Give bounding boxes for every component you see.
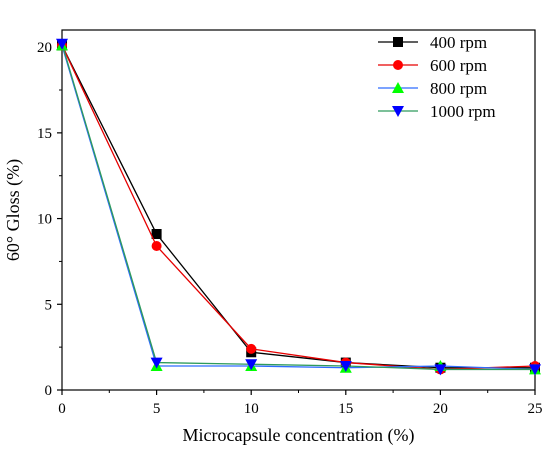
data-point xyxy=(529,364,541,376)
series-group xyxy=(56,38,541,376)
y-tick-label: 15 xyxy=(37,126,52,142)
axis-ticks: 0 5 10 15 20 25 0 5 10 15 20 xyxy=(37,40,543,417)
data-point xyxy=(245,359,258,371)
data-point xyxy=(56,38,68,50)
data-point xyxy=(151,229,162,239)
data-point xyxy=(151,241,162,251)
y-tick-label: 20 xyxy=(37,40,52,56)
y-axis-title: 60° Gloss (%) xyxy=(3,159,24,261)
series-line xyxy=(61,45,535,369)
x-axis-title: Microcapsule concentration (%) xyxy=(183,425,415,446)
legend-item: 1000 rpm xyxy=(378,102,496,121)
series-line xyxy=(61,43,535,371)
x-tick-label: 25 xyxy=(528,401,543,417)
data-point xyxy=(246,343,257,354)
legend-label: 800 rpm xyxy=(430,79,487,98)
x-tick-label: 0 xyxy=(58,401,66,417)
legend-marker xyxy=(392,82,404,93)
x-tick-label: 20 xyxy=(433,401,448,417)
data-point xyxy=(339,361,352,372)
data-point xyxy=(150,357,163,369)
legend-item: 800 rpm xyxy=(378,79,487,98)
legend-label: 400 rpm xyxy=(430,33,487,52)
legend-label: 1000 rpm xyxy=(430,102,496,121)
y-tick-label: 0 xyxy=(45,383,53,399)
legend: 400 rpm 600 rpm 800 rpm 1000 rpm xyxy=(378,33,496,121)
legend-label: 600 rpm xyxy=(430,56,487,75)
legend-item: 600 rpm xyxy=(378,56,487,75)
legend-marker xyxy=(392,106,404,117)
x-tick-label: 10 xyxy=(244,401,259,417)
legend-item: 400 rpm xyxy=(378,33,487,52)
series-line xyxy=(61,45,536,371)
series-3 xyxy=(56,38,541,376)
y-tick-label: 5 xyxy=(45,297,53,313)
x-tick-label: 5 xyxy=(153,401,161,417)
data-point xyxy=(434,364,447,376)
legend-marker xyxy=(393,60,403,70)
y-tick-label: 10 xyxy=(37,212,52,228)
x-tick-label: 15 xyxy=(338,401,353,417)
legend-marker xyxy=(393,37,403,47)
